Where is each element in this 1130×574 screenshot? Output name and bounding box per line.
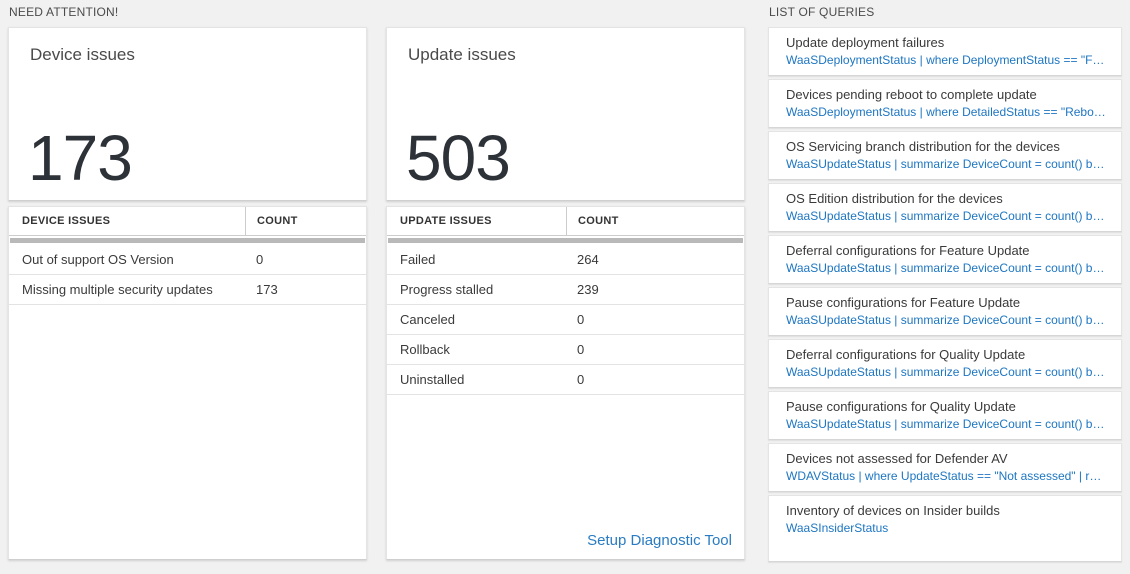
query-list-item[interactable]: Deferral configurations for Quality Upda… [768, 339, 1122, 388]
query-title: Pause configurations for Feature Update [786, 295, 1021, 310]
query-list-item[interactable]: Deferral configurations for Feature Upda… [768, 235, 1122, 284]
query-list-item[interactable]: Devices pending reboot to complete updat… [768, 79, 1122, 128]
device-issues-count: 173 [28, 122, 133, 194]
update-issues-column-header: UPDATE ISSUES [400, 215, 492, 227]
table-row[interactable]: Rollback 0 [387, 335, 744, 365]
query-link[interactable]: WaaSInsiderStatus [786, 521, 889, 535]
update-issues-table: UPDATE ISSUES COUNT Failed 264 Progress … [386, 206, 745, 560]
query-link[interactable]: WaaSUpdateStatus | summarize DeviceCount… [786, 209, 1107, 223]
query-list-item[interactable]: Pause configurations for Quality Update … [768, 391, 1122, 440]
issue-label: Out of support OS Version [22, 252, 174, 267]
query-link[interactable]: WaaSDeploymentStatus | where DetailedSta… [786, 105, 1107, 119]
query-title: Devices pending reboot to complete updat… [786, 87, 1037, 102]
query-list-item[interactable]: OS Edition distribution for the devices … [768, 183, 1122, 232]
table-row[interactable]: Progress stalled 239 [387, 275, 744, 305]
issue-count: 0 [577, 372, 585, 387]
issue-count: 239 [577, 282, 599, 297]
query-title: Devices not assessed for Defender AV [786, 451, 1008, 466]
update-issues-count: 503 [406, 122, 511, 194]
setup-diagnostic-tool-link[interactable]: Setup Diagnostic Tool [587, 532, 732, 549]
need-attention-heading: NEED ATTENTION! [9, 5, 119, 19]
device-issues-column-header: DEVICE ISSUES [22, 215, 111, 227]
query-title: Inventory of devices on Insider builds [786, 503, 1000, 518]
device-issues-rows: Out of support OS Version 0 Missing mult… [9, 245, 366, 305]
issue-count: 0 [256, 252, 264, 267]
update-issues-tile[interactable]: Update issues 503 [386, 27, 745, 201]
device-issues-table-header: DEVICE ISSUES COUNT [9, 207, 366, 236]
query-list-item[interactable]: Pause configurations for Feature Update … [768, 287, 1122, 336]
query-list-item[interactable]: OS Servicing branch distribution for the… [768, 131, 1122, 180]
update-issues-column: Update issues 503 UPDATE ISSUES COUNT Fa… [386, 27, 745, 560]
query-title: Deferral configurations for Quality Upda… [786, 347, 1026, 362]
issue-label: Missing multiple security updates [22, 282, 213, 297]
query-list-item[interactable]: Update deployment failures WaaSDeploymen… [768, 27, 1122, 76]
list-of-queries-heading: LIST OF QUERIES [769, 5, 875, 19]
query-link[interactable]: WaaSUpdateStatus | summarize DeviceCount… [786, 365, 1107, 379]
horizontal-scrollbar[interactable] [388, 238, 743, 243]
query-link[interactable]: WaaSUpdateStatus | summarize DeviceCount… [786, 313, 1107, 327]
update-issues-table-header: UPDATE ISSUES COUNT [387, 207, 744, 236]
query-link[interactable]: WDAVStatus | where UpdateStatus == "Not … [786, 469, 1107, 483]
table-row[interactable]: Uninstalled 0 [387, 365, 744, 395]
query-title: Update deployment failures [786, 35, 945, 50]
horizontal-scrollbar[interactable] [10, 238, 365, 243]
query-link[interactable]: WaaSUpdateStatus | summarize DeviceCount… [786, 417, 1107, 431]
table-row[interactable]: Missing multiple security updates 173 [9, 275, 366, 305]
update-issues-title: Update issues [408, 45, 516, 64]
queries-list: Update deployment failures WaaSDeploymen… [768, 27, 1122, 562]
issue-count: 173 [256, 282, 278, 297]
issue-count: 264 [577, 252, 599, 267]
query-title: OS Edition distribution for the devices [786, 191, 1003, 206]
issue-label: Failed [400, 252, 436, 267]
query-title: Pause configurations for Quality Update [786, 399, 1016, 414]
query-title: OS Servicing branch distribution for the… [786, 139, 1060, 154]
device-issues-title: Device issues [30, 45, 135, 64]
table-row[interactable]: Canceled 0 [387, 305, 744, 335]
query-list-item[interactable]: Inventory of devices on Insider builds W… [768, 495, 1122, 562]
count-column-header: COUNT [245, 207, 366, 235]
query-link[interactable]: WaaSUpdateStatus | summarize DeviceCount… [786, 261, 1107, 275]
device-issues-tile[interactable]: Device issues 173 [8, 27, 367, 201]
query-link[interactable]: WaaSDeploymentStatus | where DeploymentS… [786, 53, 1107, 67]
table-row[interactable]: Failed 264 [387, 245, 744, 275]
update-issues-rows: Failed 264 Progress stalled 239 Canceled… [387, 245, 744, 395]
query-title: Deferral configurations for Feature Upda… [786, 243, 1030, 258]
issue-label: Progress stalled [400, 282, 494, 297]
issue-label: Uninstalled [400, 372, 465, 387]
device-issues-table: DEVICE ISSUES COUNT Out of support OS Ve… [8, 206, 367, 560]
issue-count: 0 [577, 312, 585, 327]
query-link[interactable]: WaaSUpdateStatus | summarize DeviceCount… [786, 157, 1107, 171]
table-row[interactable]: Out of support OS Version 0 [9, 245, 366, 275]
query-list-item[interactable]: Devices not assessed for Defender AV WDA… [768, 443, 1122, 492]
device-issues-column: Device issues 173 DEVICE ISSUES COUNT Ou… [8, 27, 367, 560]
issue-count: 0 [577, 342, 585, 357]
issue-label: Canceled [400, 312, 455, 327]
count-column-header: COUNT [566, 207, 744, 235]
issue-label: Rollback [400, 342, 450, 357]
